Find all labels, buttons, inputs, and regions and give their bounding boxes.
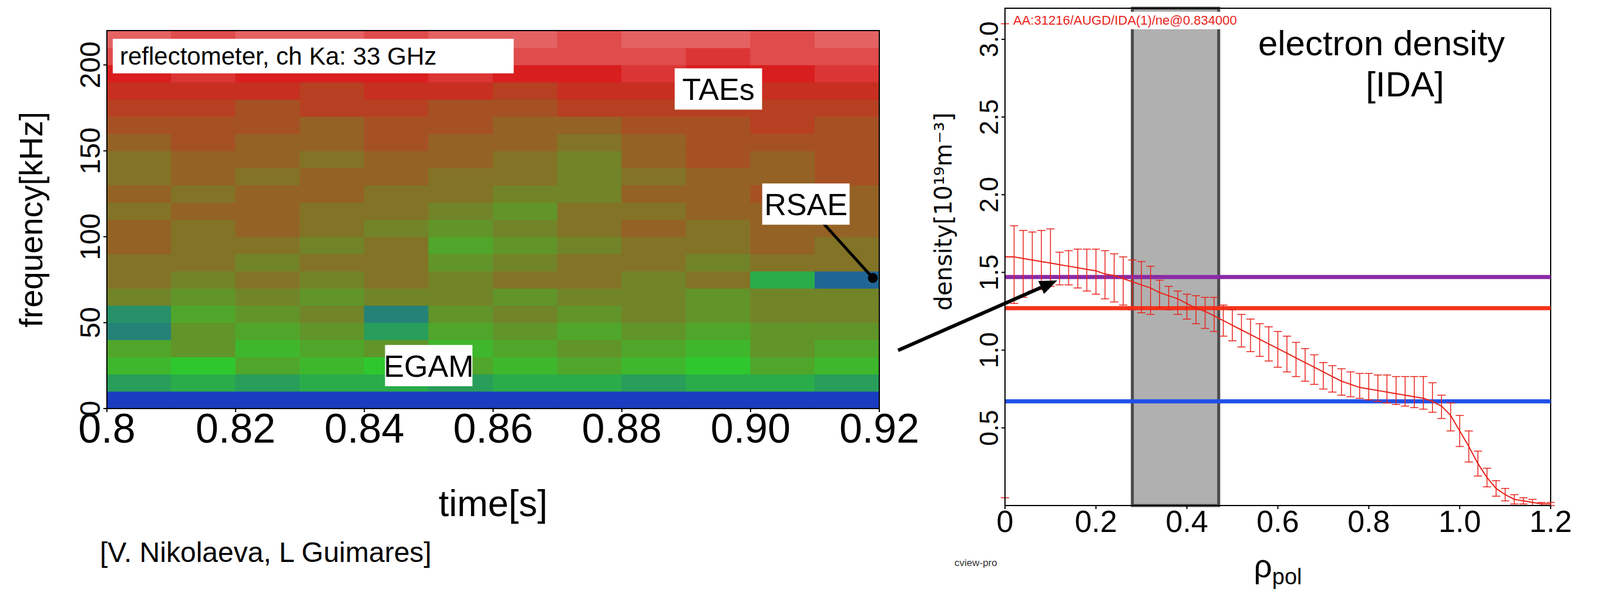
svg-text:0: 0 bbox=[996, 503, 1014, 539]
svg-text:AA:31216/AUGD/IDA(1)/ne@0.8340: AA:31216/AUGD/IDA(1)/ne@0.834000 bbox=[1013, 12, 1238, 28]
svg-text:1.2: 1.2 bbox=[1529, 503, 1572, 539]
svg-text:0.88: 0.88 bbox=[582, 405, 662, 452]
svg-text:TAEs: TAEs bbox=[681, 72, 755, 107]
svg-text:ρpol: ρpol bbox=[1253, 547, 1302, 589]
svg-text:0.92: 0.92 bbox=[839, 405, 920, 452]
svg-text:0.2: 0.2 bbox=[1074, 503, 1118, 539]
svg-text:frequency[kHz]: frequency[kHz] bbox=[12, 111, 50, 328]
svg-text:reflectometer, ch Ka: 33 GHz: reflectometer, ch Ka: 33 GHz bbox=[119, 42, 437, 70]
svg-text:1.0: 1.0 bbox=[1438, 503, 1481, 539]
svg-text:100: 100 bbox=[74, 213, 106, 261]
svg-text:1.5: 1.5 bbox=[974, 254, 1004, 291]
svg-text:0.4: 0.4 bbox=[1165, 503, 1209, 539]
svg-text:0.8: 0.8 bbox=[1347, 503, 1390, 539]
svg-text:0.84: 0.84 bbox=[324, 405, 405, 452]
svg-text:200: 200 bbox=[74, 41, 106, 89]
svg-text:2.0: 2.0 bbox=[974, 176, 1004, 213]
svg-text:0.82: 0.82 bbox=[195, 405, 276, 452]
svg-text:time[s]: time[s] bbox=[438, 482, 549, 524]
svg-text:0.8: 0.8 bbox=[78, 405, 136, 451]
svg-text:[IDA]: [IDA] bbox=[1365, 64, 1444, 104]
svg-text:RSAE: RSAE bbox=[764, 187, 848, 222]
svg-text:0.6: 0.6 bbox=[1256, 503, 1299, 539]
svg-text:3.0: 3.0 bbox=[974, 21, 1004, 57]
svg-text:50: 50 bbox=[74, 306, 106, 338]
svg-text:density[10¹⁹m⁻³]: density[10¹⁹m⁻³] bbox=[929, 112, 957, 311]
svg-text:0.5: 0.5 bbox=[974, 409, 1004, 446]
svg-text:0: 0 bbox=[74, 400, 106, 417]
svg-text:150: 150 bbox=[74, 127, 106, 175]
svg-text:2.5: 2.5 bbox=[974, 98, 1004, 135]
html-text:[V. Nikolaeva, L Guimares]: [V. Nikolaeva, L Guimares] bbox=[99, 536, 432, 568]
svg-text:0.86: 0.86 bbox=[452, 405, 533, 452]
html-text:cview-pro: cview-pro bbox=[954, 556, 998, 568]
svg-text:EGAM: EGAM bbox=[383, 348, 474, 383]
svg-text:0.90: 0.90 bbox=[710, 405, 791, 452]
svg-text:electron density: electron density bbox=[1258, 23, 1505, 63]
svg-text:1.0: 1.0 bbox=[974, 331, 1004, 368]
